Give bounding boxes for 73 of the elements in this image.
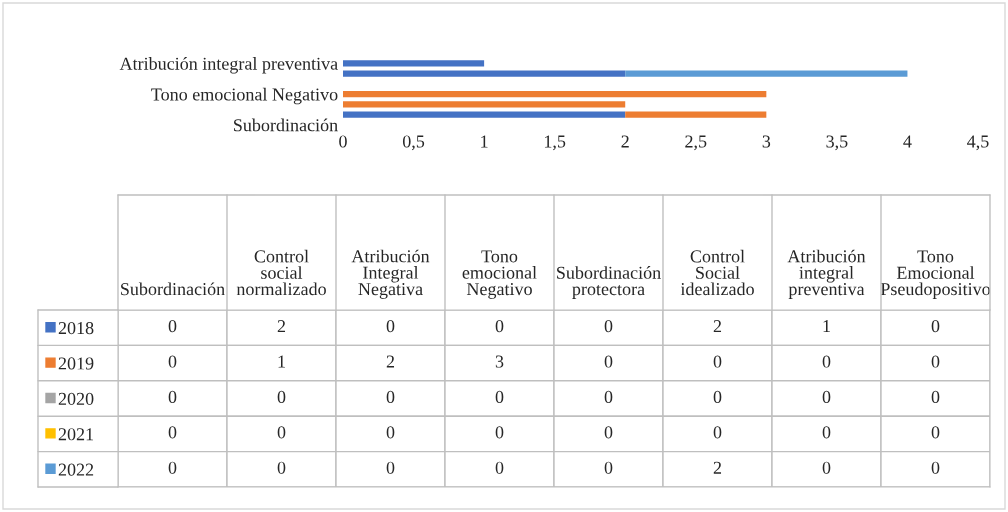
x-tick-label: 3,5 bbox=[826, 135, 848, 151]
data-label: 0 bbox=[168, 426, 177, 439]
y-tick-label: 2022 bbox=[58, 463, 94, 476]
bar bbox=[343, 111, 626, 118]
data-label: 0 bbox=[822, 426, 831, 439]
x-tick-label: 1,5 bbox=[544, 135, 566, 151]
data-label: 0 bbox=[604, 461, 613, 474]
data-label: 0 bbox=[277, 390, 286, 404]
x-tick-label: Subordinación bbox=[121, 282, 225, 296]
data-label: 0 bbox=[931, 390, 940, 404]
x-tick-label: Tono Emocional Pseudopositivo bbox=[880, 250, 990, 299]
data-label: 0 bbox=[604, 320, 613, 333]
data-label: 0 bbox=[495, 390, 504, 404]
data-label: 0 bbox=[713, 355, 722, 368]
data-label: 0 bbox=[822, 390, 831, 404]
data-label: 0 bbox=[386, 320, 395, 333]
data-label: 0 bbox=[386, 461, 395, 474]
data-label: 0 bbox=[277, 461, 286, 474]
x-tick-label: Control Social idealizado bbox=[680, 249, 754, 296]
data-label: 0 bbox=[604, 390, 613, 404]
x-tick-label: 0,5 bbox=[402, 135, 425, 151]
y-tick-label: Subordinación bbox=[234, 118, 338, 132]
data-label: 0 bbox=[713, 426, 722, 439]
x-tick-label: Atribución integral preventiva bbox=[787, 249, 866, 299]
x-tick-label: Subordinación protectora bbox=[557, 266, 661, 299]
x-tick-label: 3 bbox=[762, 135, 771, 148]
data-label: 0 bbox=[168, 355, 177, 368]
bar bbox=[625, 111, 767, 118]
data-label: 0 bbox=[277, 426, 286, 439]
data-label: 0 bbox=[931, 355, 940, 368]
x-tick-label: 4 bbox=[903, 135, 912, 148]
x-tick-label: 4,5 bbox=[967, 135, 989, 151]
data-label: 0 bbox=[931, 426, 940, 439]
bar bbox=[343, 91, 767, 98]
x-tick-label: Control social normalizado bbox=[236, 249, 326, 296]
bar bbox=[625, 70, 908, 77]
bar bbox=[343, 70, 626, 77]
y-tick-label: 2020 bbox=[58, 392, 94, 405]
data-label: 1 bbox=[823, 320, 830, 333]
data-label: 0 bbox=[168, 461, 177, 474]
y-tick-label: 2021 bbox=[58, 428, 94, 441]
y-tick-label: 2018 bbox=[58, 321, 94, 335]
data-label: 0 bbox=[713, 390, 722, 404]
data-label: 2 bbox=[277, 320, 286, 333]
x-tick-label: 2,5 bbox=[685, 135, 707, 151]
data-label: 0 bbox=[495, 426, 504, 439]
data-label: 0 bbox=[822, 461, 831, 474]
data-label: 0 bbox=[604, 355, 613, 368]
x-tick-label: 0 bbox=[339, 135, 347, 148]
y-tick-label: Atribución integral preventiva bbox=[119, 57, 338, 74]
data-label: 0 bbox=[931, 320, 940, 333]
data-label: 0 bbox=[386, 426, 395, 439]
x-tick-label: Atribución Integral Negativa bbox=[351, 249, 430, 299]
data-label: 0 bbox=[386, 390, 395, 404]
data-label: 0 bbox=[822, 355, 831, 368]
data-label: 0 bbox=[931, 461, 940, 474]
data-label: 0 bbox=[168, 390, 177, 404]
data-label: 0 bbox=[604, 426, 613, 439]
data-label: 2 bbox=[713, 320, 722, 333]
y-tick-label: Tono emocional Negativo bbox=[151, 87, 338, 105]
data-label: 3 bbox=[495, 355, 504, 368]
data-label: 1 bbox=[278, 355, 285, 368]
data-label: 0 bbox=[168, 320, 177, 333]
bar bbox=[343, 101, 626, 108]
x-tick-label: 1 bbox=[481, 135, 488, 148]
data-label: 2 bbox=[386, 355, 395, 368]
y-tick-label: 2019 bbox=[58, 357, 94, 370]
x-tick-label: 2 bbox=[621, 135, 629, 148]
data-label: 2 bbox=[713, 461, 722, 474]
x-tick-label: Tono emocional Negativo bbox=[462, 250, 537, 299]
data-label: 0 bbox=[495, 320, 504, 333]
bar bbox=[343, 60, 485, 67]
data-label: 0 bbox=[495, 461, 504, 474]
